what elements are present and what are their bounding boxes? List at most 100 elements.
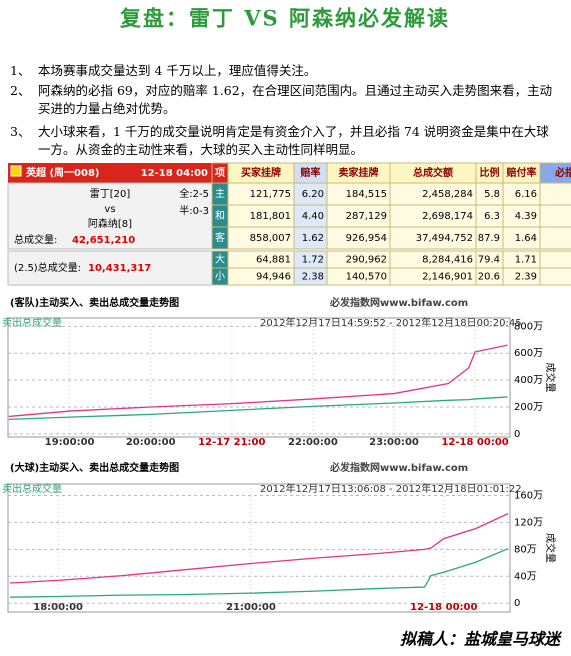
table-value: 1.62 (302, 233, 324, 244)
y-tick-label: 0 (514, 429, 520, 440)
table-value: 121,775 (250, 189, 291, 200)
table-value: 94,946 (256, 272, 291, 283)
x-tick-label: 21:00:00 (226, 602, 276, 613)
column-header: 赔率 (300, 166, 321, 179)
y-tick-label: 0 (514, 598, 520, 609)
vs: vs (104, 204, 115, 215)
y-axis-label: 成交量 (544, 533, 557, 563)
data-line (9, 548, 509, 598)
chart-title: (大球)主动买入、卖出总成交量走势图 (10, 461, 179, 474)
para-number: 3、 (10, 124, 31, 139)
plot-area (7, 483, 511, 613)
table-value: 64,881 (256, 255, 291, 266)
table-value: 2.38 (302, 272, 324, 283)
x-tick-label: 12-17 21:00 (198, 437, 265, 448)
full-score: 全:2-5 (179, 187, 209, 200)
column-header: 卖家挂牌 (339, 166, 379, 179)
total-volume: 42,651,210 (72, 235, 135, 246)
table-value: 4.40 (302, 211, 324, 222)
table-value: 87.9 (478, 233, 500, 244)
x-tick-label: 18:00:00 (33, 602, 83, 613)
x-tick-label: 19:00:00 (45, 437, 95, 448)
row-item: 大 (215, 253, 225, 266)
column-header: 赔付率 (506, 166, 537, 179)
chart-range: 2012年12月17日13:06:08 - 2012年12月18日01:01:2… (260, 482, 522, 495)
table-value: 5.8 (484, 189, 500, 200)
table-value: 926,954 (346, 233, 387, 244)
table-cell (539, 250, 571, 269)
y-tick-label: 160万 (514, 490, 543, 501)
table-value: 1.72 (302, 255, 324, 266)
column-header: 比例 (480, 166, 500, 179)
table-value: 181,801 (250, 211, 291, 222)
para-number: 2、 (10, 83, 31, 98)
table-value: 290,962 (346, 255, 387, 266)
row-item: 和 (215, 210, 225, 222)
x-tick-label: 22:00:00 (288, 437, 338, 448)
title: 复盘：雷丁 VS 阿森纳必发解读 (119, 6, 450, 31)
chart-title: (客队)主动买入、卖出总成交量走势图 (10, 296, 179, 309)
legend-entry: 卖出总成交量 (2, 316, 62, 329)
x-tick-label: 12-18 00:00 (441, 437, 508, 448)
signature: 拟稿人：盐城皇马球迷 (400, 630, 563, 649)
data-line (8, 396, 508, 421)
data-line (9, 513, 509, 584)
x-tick-label: 12-18 00:00 (410, 602, 477, 613)
data-line (8, 344, 508, 418)
table-value: 2,458,284 (422, 189, 473, 200)
table-value: 184,515 (346, 189, 387, 200)
table-value: 6.16 (515, 189, 537, 200)
table-value: 140,570 (346, 272, 387, 283)
para-text: 阿森纳的必指 69，对应的赔率 1.62，在合理区间范围内。且通过主动买入走势图… (38, 83, 553, 116)
table-cell (539, 226, 571, 250)
y-tick-label: 120万 (514, 517, 543, 528)
home-team: 雷丁[20] (90, 188, 131, 200)
table-cell (539, 182, 571, 206)
y-tick-label: 80万 (514, 544, 537, 555)
total-label: 总成交量: (14, 233, 57, 246)
table-value: 2,146,901 (422, 272, 473, 283)
chart-source: 必发指数网www.bifaw.com (329, 296, 468, 309)
para-text: 大小球来看，1 千万的成交量说明肯定是有资金介入了，并且必指 74 说明资金是集… (38, 124, 549, 157)
ou-label: (2.5)总成交量: (14, 261, 81, 274)
x-tick-label: 20:00:00 (126, 437, 176, 448)
half-score: 半:0-3 (179, 204, 209, 217)
table-value: 79.4 (478, 255, 500, 266)
table-value: 858,007 (250, 233, 291, 244)
x-tick-label: 23:00:00 (369, 437, 419, 448)
column-header: 总成交额 (413, 166, 453, 179)
row-item: 小 (215, 271, 225, 283)
chart-range: 2012年12月17日14:59:52 - 2012年12月18日00:20:4… (260, 316, 522, 329)
column-header: 项 (215, 167, 225, 179)
y-tick-label: 400万 (514, 375, 543, 386)
row-item: 主 (215, 188, 225, 200)
table-value: 4.39 (515, 211, 537, 222)
table-value: 2,698,174 (422, 211, 473, 222)
table-value: 1.64 (515, 233, 537, 244)
table-value: 1.71 (515, 255, 537, 266)
plot-area (7, 317, 511, 438)
y-tick-label: 800万 (514, 321, 543, 332)
chart-source: 必发指数网www.bifaw.com (329, 461, 468, 474)
para-text: 本场赛事成交量达到 4 千万以上，理应值得关注。 (38, 63, 317, 78)
ou-volume: 10,431,317 (88, 263, 151, 274)
table-value: 2.39 (515, 272, 537, 283)
y-tick-label: 600万 (514, 348, 543, 359)
y-axis-label: 成交量 (544, 363, 557, 393)
table-cell (539, 204, 571, 228)
table-value: 37,494,752 (416, 233, 473, 244)
y-tick-label: 200万 (514, 402, 543, 413)
table-value: 20.6 (478, 272, 500, 283)
y-tick-label: 40万 (514, 571, 537, 582)
away-team: 阿森纳[8] (88, 217, 132, 230)
table-cell (539, 267, 571, 286)
league-icon (10, 165, 22, 177)
table-value: 6.3 (484, 211, 500, 222)
league: 英超 (周一008) (25, 166, 100, 179)
table-value: 287,129 (346, 211, 387, 222)
column-header: 买家挂牌 (241, 166, 281, 179)
para-number: 1、 (10, 63, 31, 78)
row-item: 客 (215, 231, 225, 244)
